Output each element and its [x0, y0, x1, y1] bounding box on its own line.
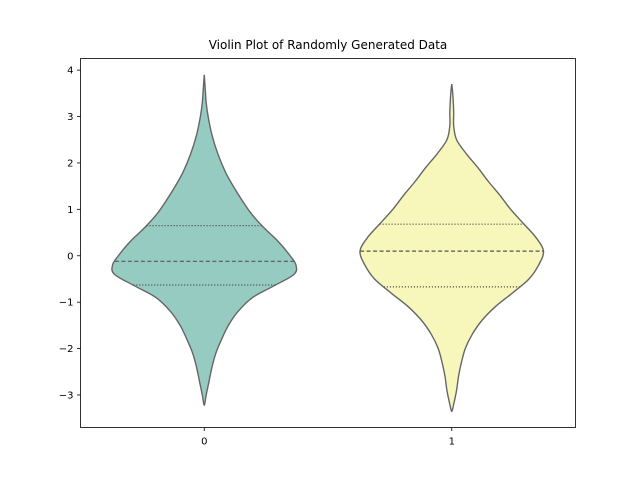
- y-tick-label: −3: [59, 391, 74, 402]
- y-tick-label: 0: [67, 251, 73, 262]
- y-tick-label: 1: [67, 205, 73, 216]
- violin-1: [359, 83, 545, 412]
- chart-title: Violin Plot of Randomly Generated Data: [209, 38, 448, 52]
- y-tick-label: 4: [67, 66, 73, 77]
- x-tick-label: 0: [201, 437, 207, 448]
- y-tick-label: −1: [59, 298, 74, 309]
- y-tick-label: −2: [59, 344, 74, 355]
- y-tick-label: 2: [67, 158, 73, 169]
- y-tick-label: 3: [67, 112, 73, 123]
- y-axis: −3 −2 −1 0 1 2 3 4: [59, 66, 81, 402]
- plot-frame: [80, 58, 576, 428]
- violin-body-0: [111, 74, 298, 406]
- violins-layer: [111, 74, 545, 412]
- violin-body-1: [359, 83, 545, 412]
- violin-0: [111, 74, 298, 406]
- x-tick-label: 1: [449, 437, 455, 448]
